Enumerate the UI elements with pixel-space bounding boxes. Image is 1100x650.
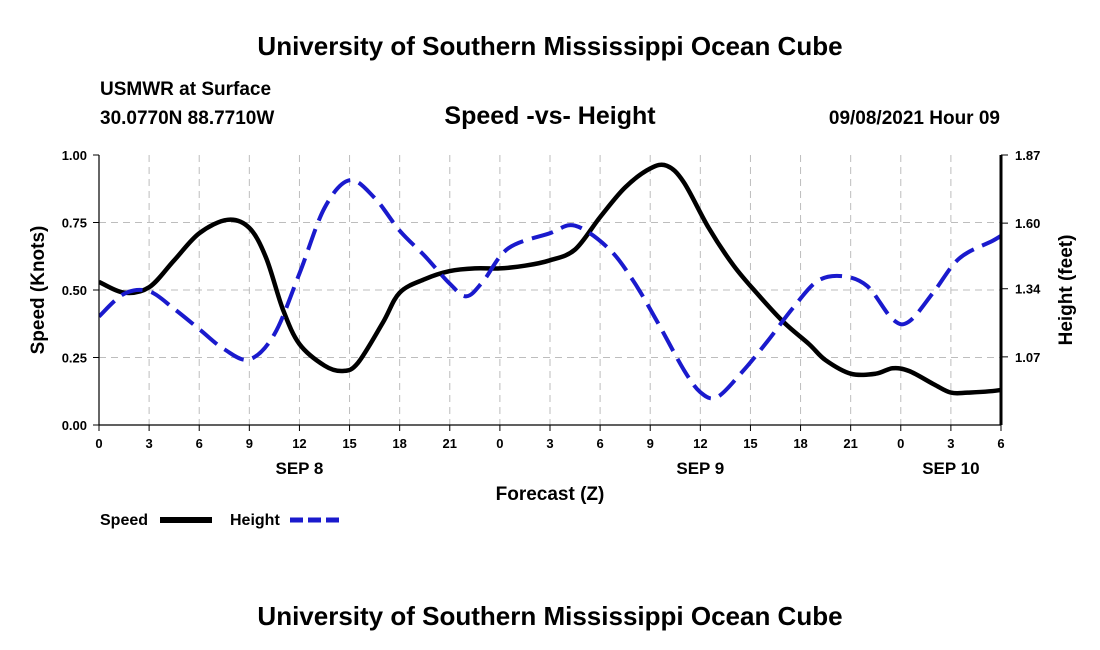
x-tick-label: 12 — [292, 436, 306, 451]
axes — [93, 154, 1008, 431]
footer-title: University of Southern Mississippi Ocean… — [257, 601, 842, 631]
x-tick-label: 3 — [947, 436, 954, 451]
x-tick-label: 0 — [95, 436, 102, 451]
chart-title: Speed -vs- Height — [444, 102, 656, 130]
x-tick-label: 6 — [196, 436, 203, 451]
y-left-tick-label: 1.00 — [62, 148, 87, 163]
x-tick-label: 0 — [897, 436, 904, 451]
x-tick-label: 12 — [693, 436, 707, 451]
x-axis-label: Forecast (Z) — [496, 484, 605, 505]
x-tick-label: 15 — [743, 436, 757, 451]
station-label: USMWR at Surface — [100, 79, 271, 100]
y-left-tick-label: 0.75 — [62, 216, 87, 231]
y-right-tick-label: 1.60 — [1015, 216, 1040, 231]
tick-labels: 0 3 6 9 12 15 18 21 0 3 6 9 12 15 18 21 0 3 6 SEP 8 SEP 9 SEP… — [62, 148, 1041, 478]
x-tick-label: 18 — [392, 436, 406, 451]
x-tick-label: 0 — [496, 436, 503, 451]
y-axis-left-label: Speed (Knots) — [28, 226, 49, 355]
x-tick-label: 15 — [342, 436, 356, 451]
x-tick-label: 9 — [246, 436, 253, 451]
y-right-tick-label: 1.34 — [1015, 282, 1041, 297]
y-left-tick-label: 0.50 — [62, 283, 87, 298]
day-label: SEP 8 — [275, 459, 323, 478]
y-right-tick-label: 1.87 — [1015, 148, 1040, 163]
datetime-label: 09/08/2021 Hour 09 — [829, 108, 1000, 129]
x-tick-label: 21 — [443, 436, 457, 451]
x-tick-label: 9 — [647, 436, 654, 451]
legend: Speed Height — [100, 512, 342, 529]
x-tick-label: 3 — [145, 436, 152, 451]
day-label: SEP 9 — [676, 459, 724, 478]
series-layer — [99, 162, 1001, 401]
y-axis-right-label: Height (feet) — [1056, 235, 1077, 346]
x-tick-label: 3 — [546, 436, 553, 451]
top-title: University of Southern Mississippi Ocean… — [257, 31, 842, 61]
x-tick-label: 21 — [843, 436, 857, 451]
y-left-tick-label: 0.00 — [62, 418, 87, 433]
grid-lines — [99, 155, 1001, 425]
x-tick-label: 6 — [596, 436, 603, 451]
y-right-tick-label: 1.07 — [1015, 350, 1040, 365]
y-left-tick-label: 0.25 — [62, 351, 87, 366]
series-line-speed — [99, 162, 1001, 396]
legend-height-label: Height — [230, 512, 280, 529]
x-tick-label: 6 — [997, 436, 1004, 451]
x-tick-label: 18 — [793, 436, 807, 451]
series-line-height — [99, 178, 1001, 401]
legend-speed-label: Speed — [100, 512, 148, 529]
coordinates-label: 30.0770N 88.7710W — [100, 108, 274, 129]
day-label: SEP 10 — [922, 459, 979, 478]
